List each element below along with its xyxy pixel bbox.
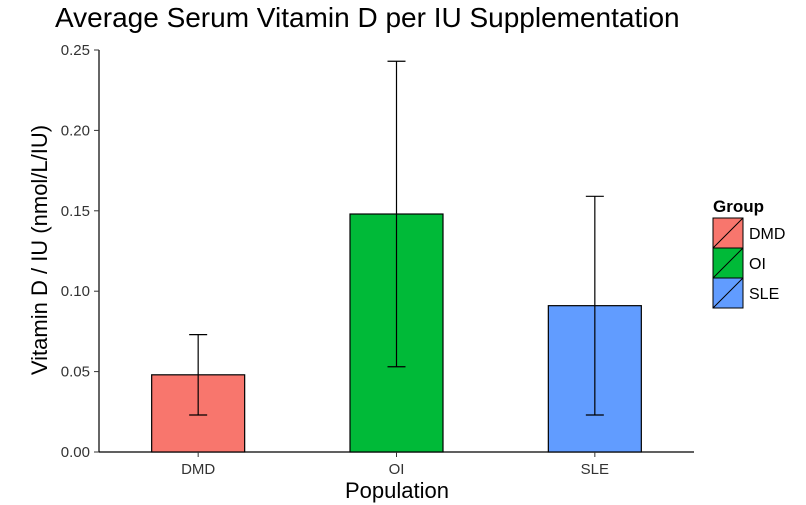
error-bar-sle [585, 195, 604, 416]
legend-item-oi: OI [712, 247, 766, 279]
chart-title: Average Serum Vitamin D per IU Supplemen… [55, 2, 680, 33]
x-tick-label: OI [389, 461, 405, 478]
legend-item-dmd: DMD [712, 217, 785, 249]
legend-item-sle: SLE [712, 277, 779, 309]
legend-label: OI [749, 256, 766, 273]
x-axis-title: Population [345, 478, 449, 503]
legend: Group DMD OI SLE [712, 197, 785, 309]
y-tick-label: 0.10 [61, 283, 90, 300]
y-tick-label: 0.25 [61, 42, 90, 59]
error-bar-oi [387, 60, 406, 368]
y-tick-label: 0.00 [61, 444, 90, 461]
x-tick-label: DMD [181, 461, 215, 478]
y-tick-label: 0.20 [61, 122, 90, 139]
error-bar-dmd [189, 334, 208, 416]
y-axis-title: Vitamin D / IU (nmol/L/IU) [27, 125, 52, 375]
y-tick-label: 0.15 [61, 203, 90, 220]
x-tick-label: SLE [581, 461, 609, 478]
legend-title: Group [713, 197, 764, 216]
legend-slash-icon [712, 247, 744, 279]
legend-label: SLE [749, 286, 779, 303]
plot-area: 0.00 0.05 0.10 0.15 0.20 0.25 DMD OI SLE [61, 42, 694, 478]
y-tick-label: 0.05 [61, 364, 90, 381]
legend-slash-icon [712, 277, 744, 309]
legend-label: DMD [749, 226, 785, 243]
legend-slash-icon [712, 217, 744, 249]
